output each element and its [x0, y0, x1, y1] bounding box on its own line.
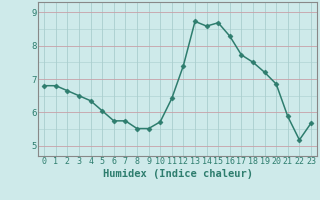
X-axis label: Humidex (Indice chaleur): Humidex (Indice chaleur): [103, 169, 252, 179]
